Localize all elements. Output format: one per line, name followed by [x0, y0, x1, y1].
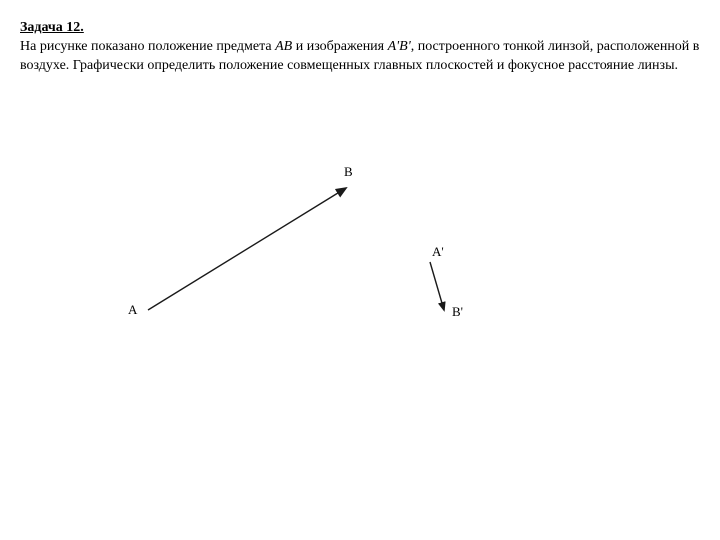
text-part-2: и изображения	[292, 39, 387, 54]
text-a1b1: A'B'	[388, 39, 411, 54]
text-ab: AB	[275, 39, 292, 54]
diagram-svg	[0, 150, 720, 450]
arrow-a1b1	[430, 262, 444, 310]
problem-text: На рисунке показано положение предмета A…	[20, 38, 700, 76]
arrow-ab	[148, 188, 346, 310]
problem-heading: Задача 12.	[20, 20, 700, 36]
label-b1: B'	[452, 304, 463, 320]
label-a: A	[128, 302, 137, 318]
label-a1: A'	[432, 244, 444, 260]
label-b: B	[344, 164, 353, 180]
text-part-1: На рисунке показано положение предмета	[20, 39, 275, 54]
diagram-container: A B A' B'	[0, 150, 720, 450]
